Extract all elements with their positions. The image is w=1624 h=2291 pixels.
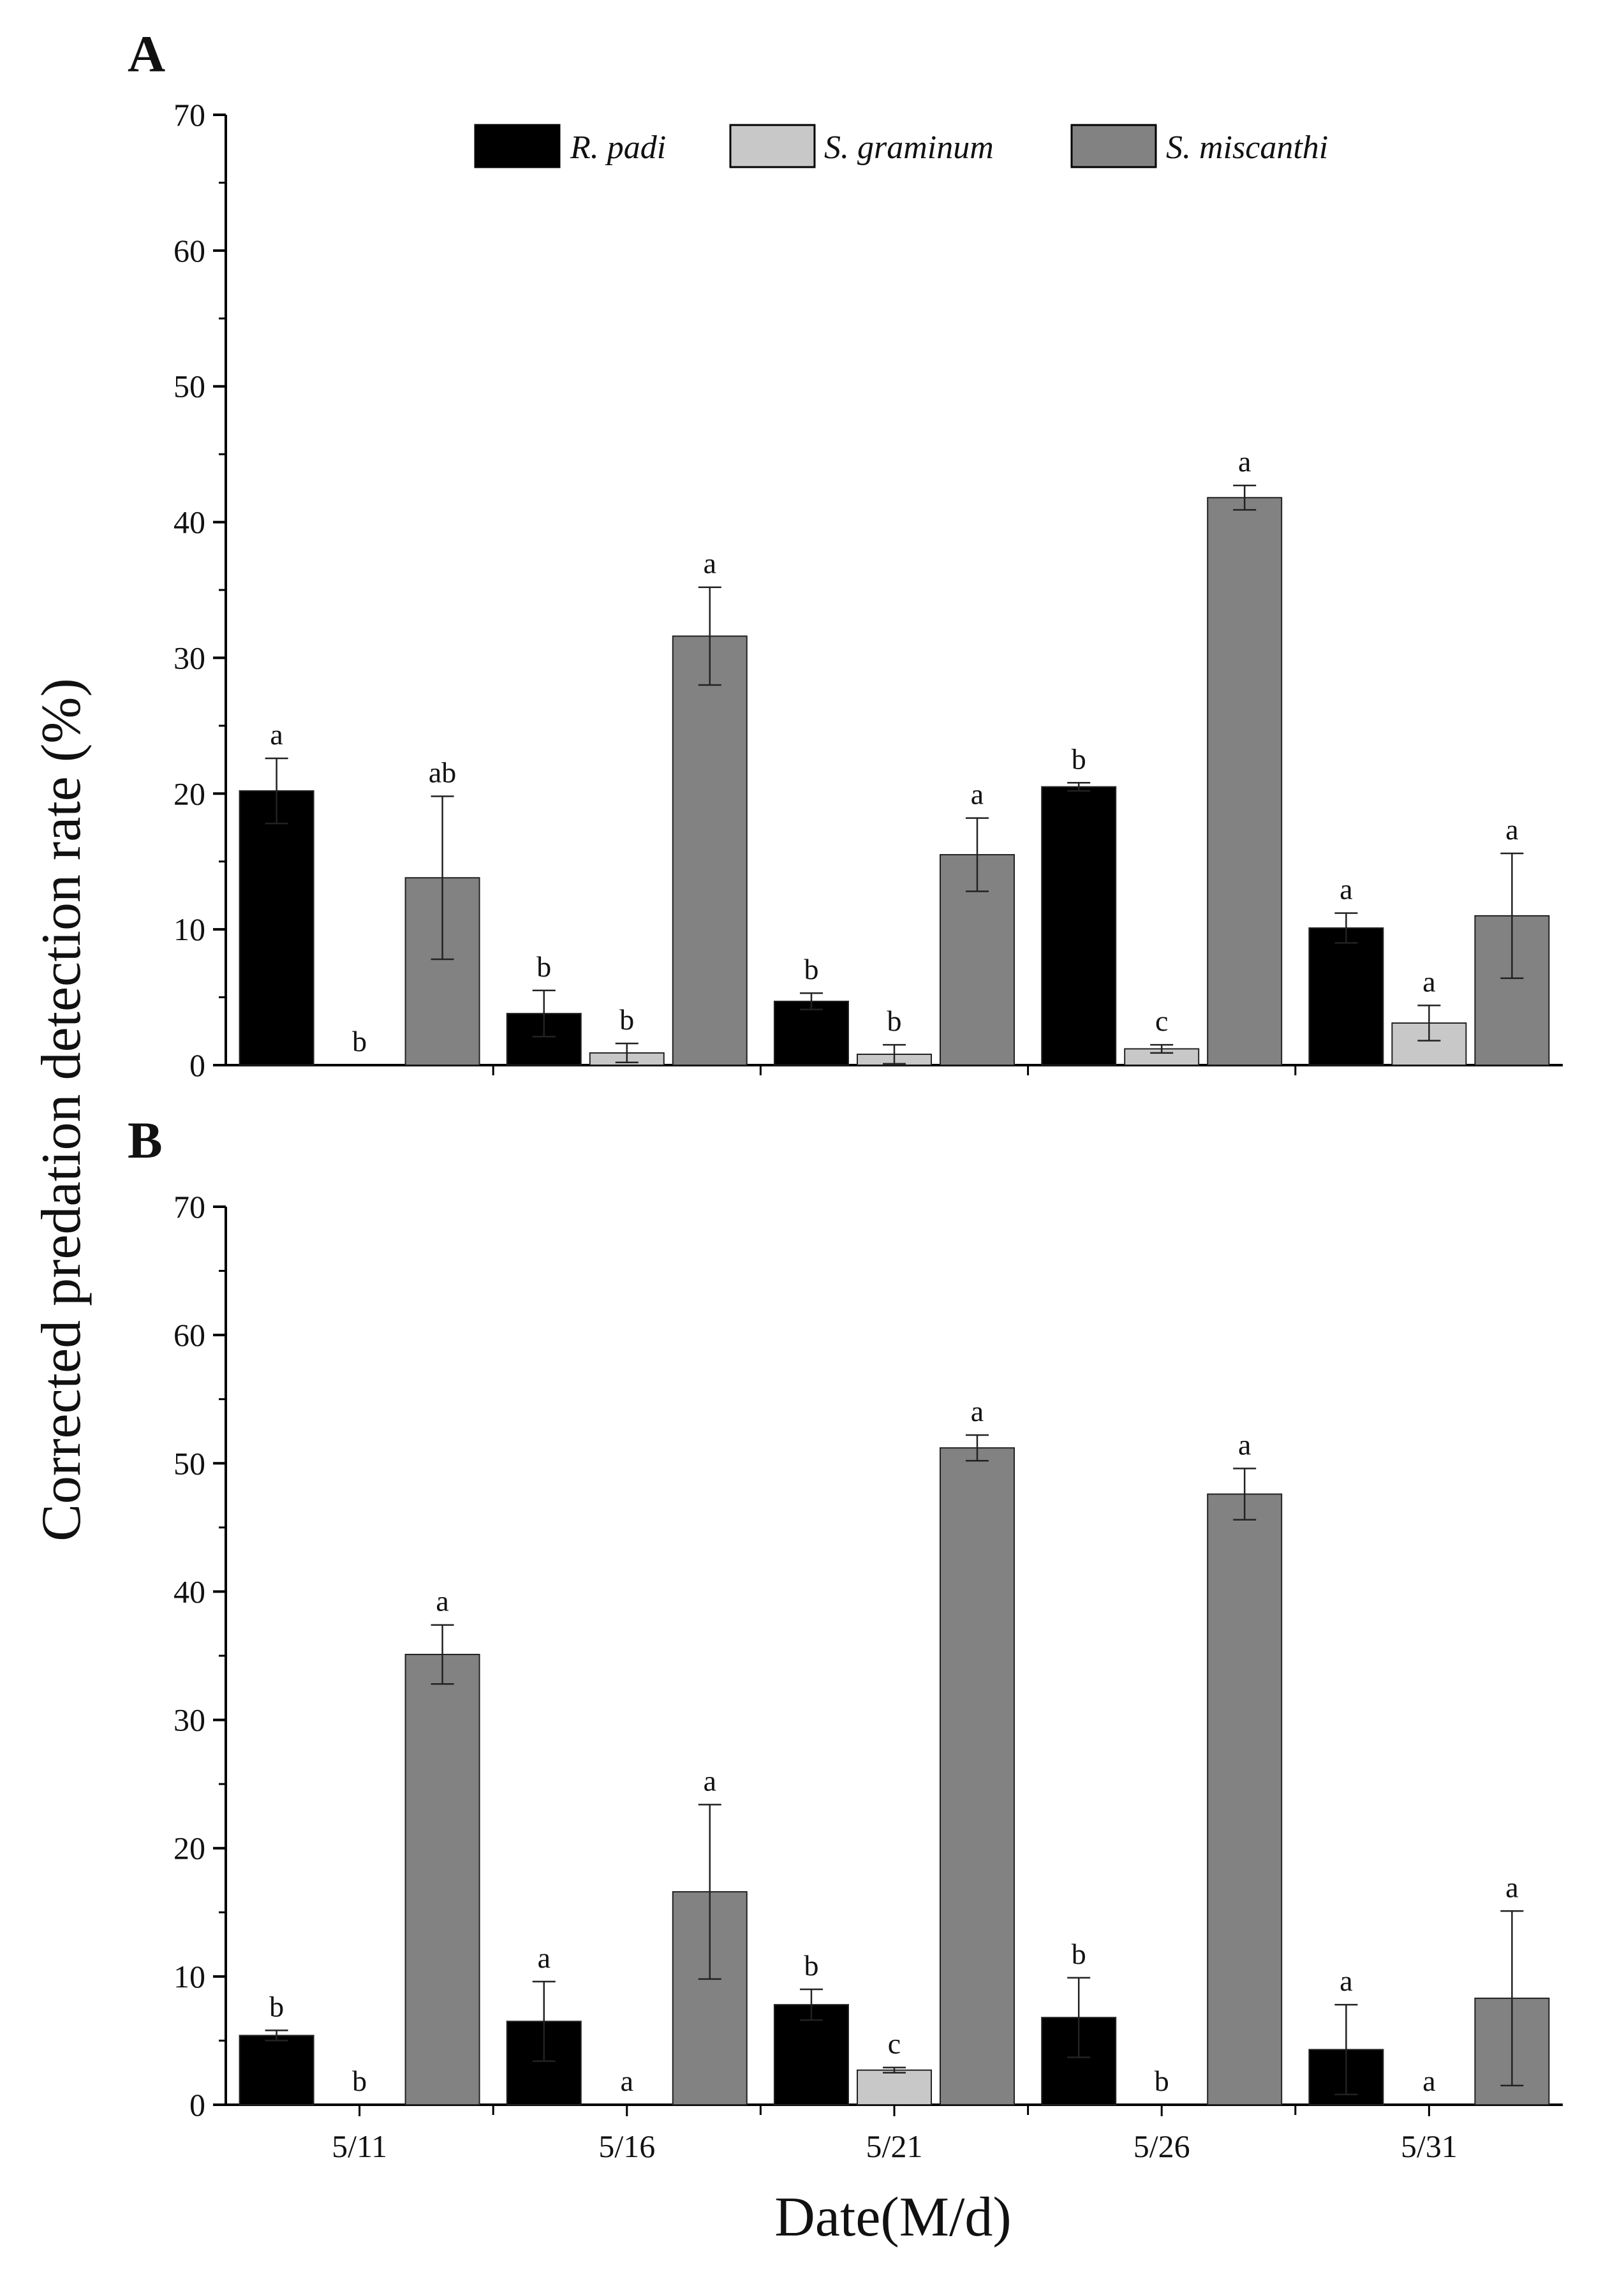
bar-r-padi-5-21 <box>774 1000 849 1066</box>
legend-label-s-miscanthi: S. miscanthi <box>1166 129 1328 166</box>
significance-letter: b <box>804 953 819 985</box>
y-tick-label: 20 <box>173 776 205 811</box>
bars <box>239 1447 1550 2106</box>
x-axis-title: Date(M/d) <box>774 2186 1011 2248</box>
bar-r-padi-5-26 <box>1041 786 1117 1066</box>
legend-item-r-padi: R. padi <box>474 124 666 168</box>
legend-label-s-graminum: S. graminum <box>824 129 994 166</box>
significance-letter: a <box>1422 965 1435 998</box>
significance-letter: b <box>804 1949 819 1982</box>
significance-letter: c <box>888 2028 901 2060</box>
panel-letter-a: A <box>128 25 165 83</box>
significance-letter: b <box>619 1003 634 1036</box>
y-ticks: 0 10 20 30 40 50 60 70 <box>173 97 1297 1083</box>
significance-letter: c <box>1155 1005 1168 1037</box>
y-tick-label: 60 <box>173 233 205 269</box>
significance-letter: b <box>269 1990 284 2022</box>
significance-letter: a <box>1238 1428 1251 1461</box>
significance-letter: b <box>1072 742 1086 775</box>
significance-letter: a <box>538 1941 550 1974</box>
bar-s-graminum-5-21 <box>857 2069 932 2105</box>
y-tick-label: 50 <box>173 1445 205 1481</box>
significance-letter: a <box>971 778 984 811</box>
legend-item-s-graminum: S. graminum <box>729 124 994 168</box>
legend-swatch-s-graminum <box>729 124 816 168</box>
bar-r-padi-5-21 <box>774 2004 849 2106</box>
significance-letters: b b a a a a b c a b b a a a a <box>269 1395 1519 2097</box>
legend-label-r-padi: R. padi <box>570 129 666 166</box>
y-tick-label: 10 <box>173 1959 205 1994</box>
significance-letter: a <box>1340 873 1352 906</box>
bar-s-miscanthi-5-26 <box>1207 1493 1283 2106</box>
significance-letter: a <box>1505 1871 1518 1903</box>
significance-letter: b <box>1072 1938 1086 1970</box>
bar-s-miscanthi-5-16 <box>672 635 748 1066</box>
significance-letter: a <box>971 1395 984 1427</box>
bar-s-miscanthi-5-11 <box>404 1653 480 2105</box>
x-tick-label: 5/11 <box>332 2128 387 2164</box>
significance-letter: a <box>1422 2065 1435 2097</box>
x-tick-label: 5/21 <box>866 2128 923 2164</box>
significance-letter: a <box>1340 1964 1352 1997</box>
y-tick-label: 10 <box>173 911 205 947</box>
significance-letter: b <box>352 1025 367 1057</box>
x-ticks: 5/11 5/16 5/21 5/26 5/31 <box>332 2105 1458 2164</box>
significance-letter: b <box>1155 2065 1169 2097</box>
significance-letter: a <box>704 1764 716 1797</box>
panel-letter-b: B <box>128 1111 163 1169</box>
y-tick-label: 30 <box>173 640 205 675</box>
significance-letter: ab <box>429 756 456 789</box>
significance-letter: a <box>270 718 283 751</box>
bar-r-padi-5-11 <box>239 790 314 1066</box>
y-tick-label: 0 <box>189 2087 205 2123</box>
y-tick-label: 70 <box>173 97 205 133</box>
bar-r-padi-5-16 <box>506 1013 582 1066</box>
bar-s-miscanthi-5-26 <box>1207 497 1283 1066</box>
significance-letter: b <box>536 950 551 983</box>
error-bars <box>265 484 1524 1065</box>
y-tick-label: 70 <box>173 1189 205 1225</box>
significance-letter: a <box>704 547 716 580</box>
legend: R. padi S. graminum S. miscanthi <box>474 124 1328 168</box>
significance-letter: b <box>352 2065 367 2097</box>
bar-r-padi-5-11 <box>239 2035 314 2105</box>
x-tick-label: 5/26 <box>1133 2128 1190 2164</box>
x-tick-label: 5/16 <box>598 2128 655 2164</box>
y-ticks: 0 10 20 30 40 50 60 70 <box>173 1189 1297 2123</box>
y-tick-label: 60 <box>173 1317 205 1353</box>
legend-item-s-miscanthi: S. miscanthi <box>1070 124 1328 168</box>
y-tick-label: 40 <box>173 505 205 540</box>
significance-letter: a <box>621 2065 633 2097</box>
y-tick-label: 40 <box>173 1573 205 1609</box>
y-tick-label: 50 <box>173 369 205 404</box>
significance-letter: a <box>1238 445 1251 478</box>
legend-swatch-s-miscanthi <box>1070 124 1157 168</box>
significance-letter: a <box>1505 813 1518 846</box>
significance-letter: b <box>887 1005 902 1037</box>
x-tick-label: 5/31 <box>1401 2128 1458 2164</box>
bar-r-padi-5-31 <box>1308 927 1384 1066</box>
legend-swatch-r-padi <box>474 124 561 168</box>
y-tick-label: 20 <box>173 1831 205 1866</box>
significance-letter: a <box>436 1585 448 1617</box>
error-bars <box>265 1434 1524 2096</box>
bar-s-miscanthi-5-21 <box>940 1447 1015 2106</box>
y-tick-label: 30 <box>173 1702 205 1738</box>
y-axis-title: Corrected predation detection rate (%) <box>31 678 92 1542</box>
y-tick-label: 0 <box>189 1047 205 1083</box>
